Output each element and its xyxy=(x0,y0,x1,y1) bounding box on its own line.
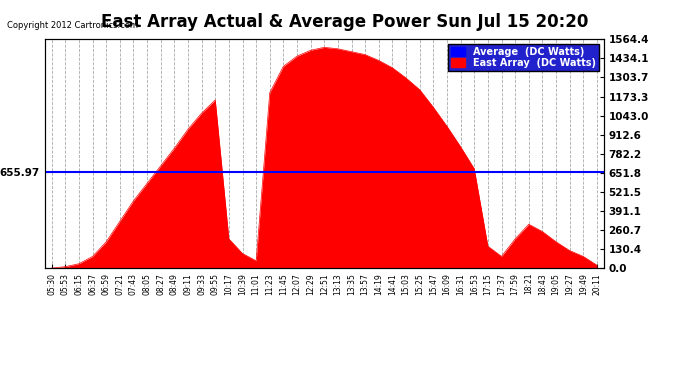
Text: Copyright 2012 Cartronics.com: Copyright 2012 Cartronics.com xyxy=(7,21,138,30)
Text: East Array Actual & Average Power Sun Jul 15 20:20: East Array Actual & Average Power Sun Ju… xyxy=(101,13,589,31)
Legend: Average  (DC Watts), East Array  (DC Watts): Average (DC Watts), East Array (DC Watts… xyxy=(448,44,599,71)
